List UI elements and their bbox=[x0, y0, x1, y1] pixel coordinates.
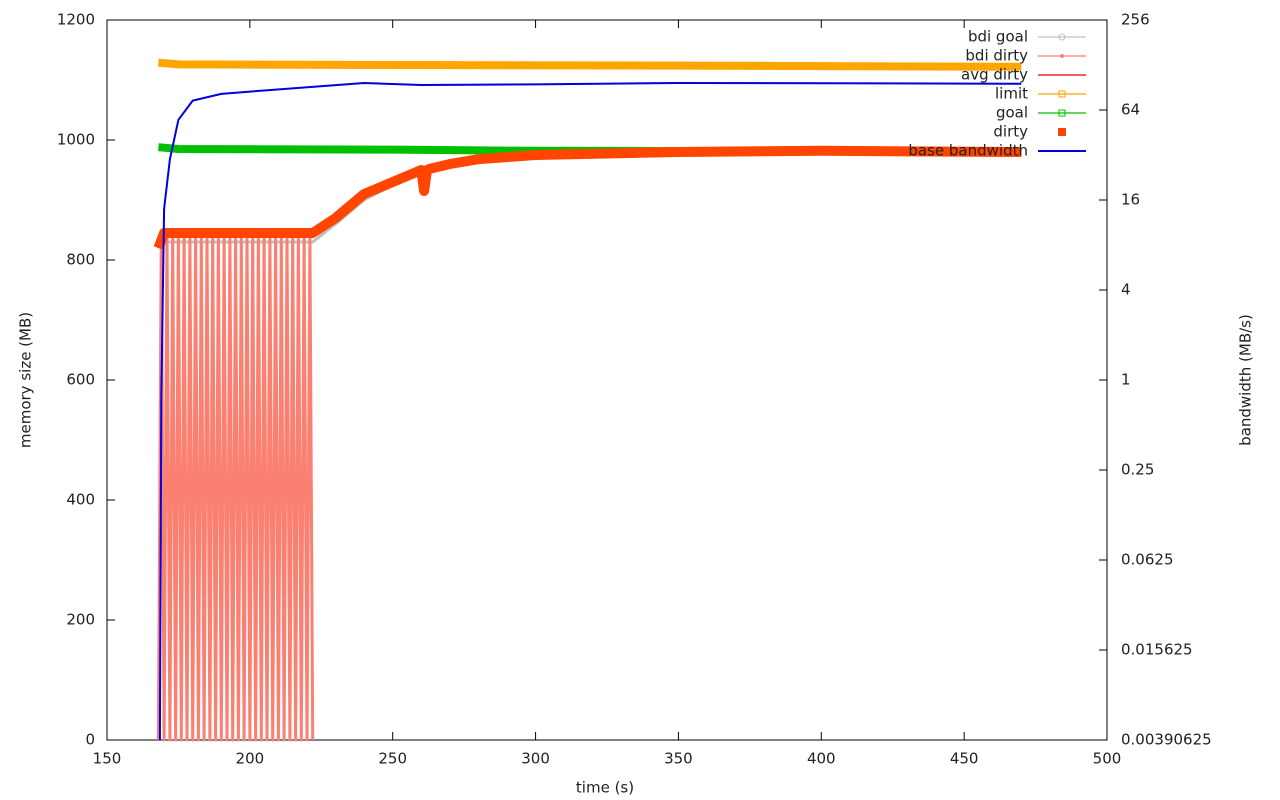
x-axis-label: time (s) bbox=[576, 779, 634, 797]
y-tick-label: 600 bbox=[66, 371, 95, 389]
y-tick-label: 1000 bbox=[57, 131, 95, 149]
series-line bbox=[158, 58, 1022, 71]
y2-tick-label: 256 bbox=[1121, 11, 1150, 29]
y-tick-label: 200 bbox=[66, 611, 95, 629]
y2-tick-label: 64 bbox=[1121, 101, 1140, 119]
legend-marker bbox=[1060, 54, 1064, 58]
y2-tick-label: 0.00390625 bbox=[1121, 731, 1212, 749]
legend-label: limit bbox=[995, 85, 1028, 103]
x-tick-label: 250 bbox=[378, 750, 407, 768]
legend-marker bbox=[1058, 33, 1066, 41]
x-tick-label: 500 bbox=[1093, 750, 1122, 768]
legend-label: dirty bbox=[993, 123, 1028, 141]
legend-marker bbox=[1058, 109, 1066, 117]
legend-label: avg dirty bbox=[961, 66, 1028, 84]
y-tick-label: 800 bbox=[66, 251, 95, 269]
x-tick-label: 300 bbox=[521, 750, 550, 768]
legend-label: bdi dirty bbox=[965, 47, 1028, 65]
y2-tick-label: 4 bbox=[1121, 281, 1131, 299]
x-tick-label: 200 bbox=[236, 750, 265, 768]
y2-tick-label: 1 bbox=[1121, 371, 1131, 389]
x-tick-label: 150 bbox=[93, 750, 122, 768]
y-tick-label: 400 bbox=[66, 491, 95, 509]
legend-marker bbox=[1058, 128, 1066, 136]
y2-tick-label: 0.25 bbox=[1121, 461, 1154, 479]
legend-label: bdi goal bbox=[968, 28, 1028, 46]
legend-label: goal bbox=[996, 104, 1028, 122]
y2-tick-label: 0.015625 bbox=[1121, 641, 1193, 659]
legend-marker bbox=[1058, 90, 1066, 98]
x-tick-label: 350 bbox=[664, 750, 693, 768]
y2-tick-label: 16 bbox=[1121, 191, 1140, 209]
series-line bbox=[158, 82, 1022, 741]
y-axis-label: memory size (MB) bbox=[17, 312, 35, 448]
x-tick-label: 400 bbox=[807, 750, 836, 768]
x-tick-label: 450 bbox=[950, 750, 979, 768]
legend-label: base bandwidth bbox=[908, 142, 1028, 160]
y-tick-label: 1200 bbox=[57, 11, 95, 29]
y2-axis-label: bandwidth (MB/s) bbox=[1237, 314, 1255, 446]
series-line bbox=[153, 145, 1022, 250]
series-line bbox=[156, 231, 315, 742]
y2-tick-label: 0.0625 bbox=[1121, 551, 1174, 569]
y-tick-label: 0 bbox=[85, 731, 95, 749]
